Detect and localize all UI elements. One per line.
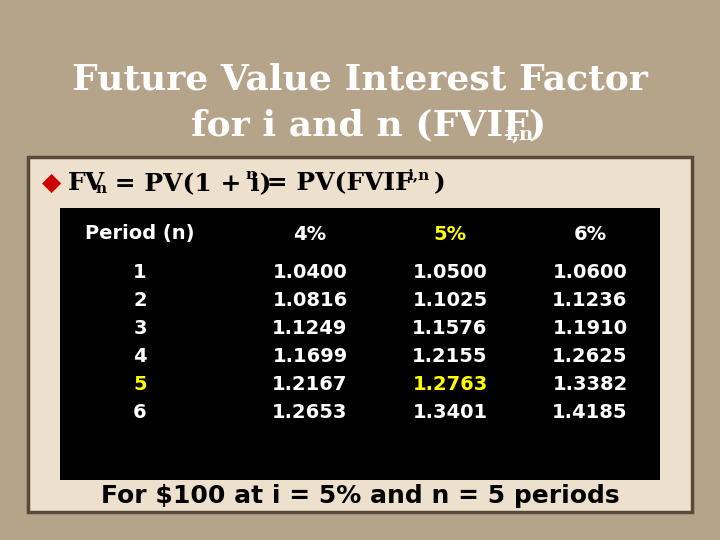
Text: 1.2625: 1.2625 [552,347,628,366]
Text: FV: FV [68,171,105,195]
Text: 2: 2 [133,291,147,309]
Text: For $100 at i = 5% and n = 5 periods: For $100 at i = 5% and n = 5 periods [101,484,619,508]
Text: 1.1025: 1.1025 [413,291,487,309]
Text: i,n: i,n [505,126,534,144]
Text: 4: 4 [133,347,147,366]
Bar [60,208,660,480]
Text: = PV(FVIF: = PV(FVIF [258,171,413,195]
Text: 5: 5 [133,375,147,394]
Text: 6: 6 [133,402,147,422]
Text: n: n [246,168,257,182]
Text: i,n: i,n [408,168,431,182]
Text: 1.2155: 1.2155 [413,347,487,366]
Text: for i and n (FVIF: for i and n (FVIF [191,108,529,142]
Text: ): ) [528,108,545,142]
Text: 1.4185: 1.4185 [552,402,628,422]
Text: 1: 1 [133,262,147,281]
Text: 5%: 5% [433,225,467,244]
Text: 3: 3 [133,319,147,338]
Text: 1.2167: 1.2167 [272,375,348,394]
Text: 1.2653: 1.2653 [272,402,348,422]
Text: 1.3401: 1.3401 [413,402,487,422]
Text: 6%: 6% [573,225,606,244]
Text: 4%: 4% [294,225,327,244]
Text: 1.1249: 1.1249 [272,319,348,338]
Text: 1.2763: 1.2763 [413,375,487,394]
Text: 1.0816: 1.0816 [272,291,348,309]
Text: 1.0600: 1.0600 [553,262,627,281]
Bar [28,157,692,512]
Text: 1.1236: 1.1236 [552,291,628,309]
Text: Future Value Interest Factor: Future Value Interest Factor [72,63,648,97]
Text: Period (n): Period (n) [85,225,194,244]
Text: ◆: ◆ [42,171,61,195]
Text: 1.1910: 1.1910 [552,319,628,338]
Text: 1.1699: 1.1699 [272,347,348,366]
Text: 1.3382: 1.3382 [552,375,628,394]
Text: 1.1576: 1.1576 [413,319,487,338]
Text: 1.0400: 1.0400 [273,262,347,281]
Text: n: n [95,182,106,196]
Text: 1.0500: 1.0500 [413,262,487,281]
Text: = PV(1 + i): = PV(1 + i) [106,171,271,195]
Text: ): ) [434,171,446,195]
